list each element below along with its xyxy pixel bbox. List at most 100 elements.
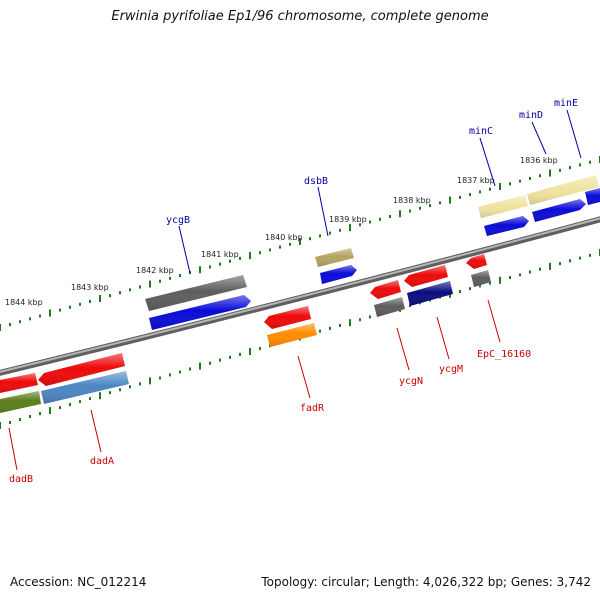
accession-label: Accession: NC_012214 — [10, 575, 147, 589]
minor-tick — [339, 228, 341, 232]
minor-tick — [179, 274, 181, 277]
major-tick — [449, 196, 451, 204]
minor-tick — [259, 347, 261, 351]
minor-tick — [79, 302, 81, 306]
gene-label-minD[interactable]: minD — [519, 110, 543, 121]
minor-tick — [319, 329, 321, 333]
minor-tick — [279, 245, 281, 249]
major-tick — [349, 319, 351, 327]
minor-tick — [139, 382, 141, 386]
major-tick — [0, 324, 1, 331]
minor-tick — [239, 256, 241, 260]
minor-tick — [219, 262, 221, 266]
gene-label-fadR[interactable]: fadR — [300, 403, 325, 414]
minor-tick — [9, 323, 11, 327]
gene-label-minC[interactable]: minC — [469, 126, 493, 137]
minor-tick — [19, 418, 21, 421]
gene-label-dadB[interactable]: dadB — [9, 474, 33, 485]
kbp-label: 1841 kbp — [201, 250, 239, 259]
gene-label-EpC_16160[interactable]: EpC_16160 — [477, 349, 531, 360]
minor-tick — [459, 290, 461, 293]
minor-tick — [489, 187, 491, 191]
minor-tick — [159, 376, 161, 380]
major-tick — [199, 266, 201, 274]
minor-tick — [19, 320, 21, 324]
minor-tick — [229, 259, 231, 263]
minor-tick — [129, 385, 131, 389]
kbp-label: 1840 kbp — [265, 233, 303, 242]
map-title: Erwinia pyrifoliae Ep1/96 chromosome, co… — [111, 9, 489, 24]
minor-tick — [209, 361, 211, 365]
minor-tick — [89, 299, 91, 303]
minor-tick — [429, 204, 431, 207]
minor-tick — [519, 179, 521, 183]
major-tick — [0, 422, 1, 429]
gene-label-dadA[interactable]: dadA — [90, 456, 114, 467]
minor-tick — [489, 281, 491, 285]
forward-gene-labels: ycgB dsbB minC minD minE — [166, 98, 582, 274]
minor-tick — [159, 279, 161, 283]
minor-tick — [69, 403, 71, 407]
major-tick — [99, 295, 101, 302]
major-tick — [549, 262, 551, 270]
minor-tick — [379, 217, 381, 221]
minor-tick — [309, 237, 311, 241]
minor-tick — [69, 305, 71, 309]
major-tick — [99, 392, 101, 400]
kbp-label: 1838 kbp — [393, 196, 431, 205]
reverse-gene-labels: dadB dadA fadR ycgN ycgM EpC_16160 — [8, 299, 531, 485]
reverse-features — [0, 254, 491, 413]
gene-label-minE[interactable]: minE — [554, 98, 578, 109]
major-tick — [249, 348, 251, 355]
gene-label-ycgM[interactable]: ycgM — [439, 364, 463, 375]
minor-tick — [89, 397, 91, 401]
minor-tick — [209, 265, 211, 269]
forward-features — [145, 175, 600, 330]
minor-tick — [389, 215, 391, 218]
kbp-label: 1839 kbp — [329, 215, 367, 224]
minor-tick — [509, 182, 511, 186]
major-tick — [49, 309, 51, 317]
minor-tick — [369, 220, 371, 224]
minor-tick — [439, 201, 441, 205]
minor-tick — [469, 193, 471, 197]
minor-tick — [369, 315, 371, 319]
minor-tick — [469, 287, 471, 291]
kbp-label: 1837 kbp — [457, 176, 495, 185]
minor-tick — [539, 267, 541, 271]
minor-tick — [9, 421, 11, 424]
kbp-label: 1836 kbp — [520, 156, 558, 165]
minor-tick — [479, 284, 481, 288]
ruler-track-outer — [0, 156, 600, 331]
major-tick — [49, 407, 51, 415]
minor-tick — [219, 358, 221, 362]
minor-tick — [59, 308, 61, 312]
minor-tick — [289, 242, 291, 246]
minor-tick — [189, 367, 191, 371]
minor-tick — [319, 234, 321, 238]
minor-tick — [359, 223, 361, 227]
major-tick — [299, 238, 301, 245]
minor-tick — [79, 400, 81, 404]
minor-tick — [559, 168, 561, 172]
minor-tick — [169, 276, 171, 280]
gene-label-ycgN[interactable]: ycgN — [399, 376, 423, 387]
minor-tick — [559, 262, 561, 266]
minor-tick — [539, 174, 541, 178]
gene-label-dsbB[interactable]: dsbB — [304, 176, 328, 187]
minor-tick — [519, 273, 521, 277]
minor-tick — [269, 248, 271, 252]
genome-summary: Topology: circular; Length: 4,026,322 bp… — [261, 575, 591, 589]
minor-tick — [229, 355, 231, 359]
minor-tick — [419, 206, 421, 210]
major-tick — [399, 210, 401, 218]
minor-tick — [139, 285, 141, 289]
major-tick — [199, 362, 201, 370]
major-tick — [249, 252, 251, 260]
minor-tick — [169, 373, 171, 377]
gene-label-ycgB[interactable]: ycgB — [166, 215, 190, 226]
minor-tick — [569, 166, 571, 170]
minor-tick — [339, 324, 341, 327]
minor-tick — [119, 291, 121, 295]
